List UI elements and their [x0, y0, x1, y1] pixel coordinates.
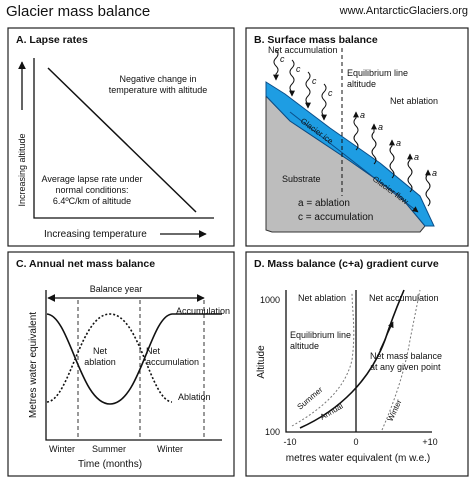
marker: a — [360, 110, 365, 120]
panel-a — [7, 27, 235, 247]
label: Net ablation — [298, 293, 346, 303]
note: Average lapse rate under — [42, 174, 143, 184]
marker: c — [280, 54, 285, 64]
label: Net mass balance — [370, 351, 442, 361]
winter-curve — [381, 289, 421, 431]
x-axis-label: Time (months) — [78, 459, 142, 470]
ablation-curve — [46, 313, 173, 403]
ablation-arrow — [371, 123, 377, 165]
x-axis-label: Increasing temperature — [44, 229, 147, 240]
source: www.AntarcticGlaciers.org — [339, 5, 468, 17]
marker: a — [378, 122, 383, 132]
marker: a — [432, 168, 437, 178]
season: Winter — [157, 444, 183, 454]
ablation-arrow — [425, 169, 431, 207]
panel-title: A. Lapse rates — [16, 34, 88, 46]
marker: a — [414, 152, 419, 162]
label: Equilibrium line — [347, 68, 408, 78]
marker: c — [312, 76, 317, 86]
axes — [33, 58, 214, 219]
ablation-arrow — [407, 153, 413, 193]
x-axis-label: metres water equivalent (m w.e.) — [286, 453, 431, 464]
y-axis-label: Metres water equivalent — [28, 312, 39, 418]
accumulation-arrow — [289, 59, 295, 97]
legend: a = ablation — [298, 198, 350, 209]
axes — [45, 290, 222, 441]
curve-label: Winter — [386, 398, 404, 423]
label: at any given point — [370, 362, 441, 372]
glacier — [265, 81, 435, 227]
panel-b — [245, 27, 469, 247]
ablation-arrow — [389, 139, 395, 179]
accumulation-arrow — [321, 83, 327, 121]
label: Ablation — [178, 392, 211, 402]
label: Net — [146, 346, 161, 356]
x-tick-label: 0 — [353, 437, 358, 447]
x-tick-label: +10 — [422, 437, 437, 447]
note: normal conditions: — [55, 185, 128, 195]
marker: c — [296, 64, 301, 74]
panel-title: C. Annual net mass balance — [16, 258, 155, 270]
label: Net accumulation — [268, 45, 338, 55]
note: 6.4ºC/km of altitude — [53, 196, 131, 206]
label: Net — [93, 346, 108, 356]
panel-d — [245, 251, 469, 477]
label: Net ablation — [390, 96, 438, 106]
flow-arrow — [289, 111, 419, 213]
y-tick-label: 1000 — [260, 295, 280, 305]
label: altitude — [347, 79, 376, 89]
accumulation-arrow — [305, 71, 311, 109]
x-tick-label: -10 — [283, 437, 296, 447]
label: Net accumulation — [369, 293, 439, 303]
note: temperature with altitude — [109, 85, 208, 95]
season: Winter — [49, 444, 75, 454]
summer-curve — [291, 291, 355, 427]
annual-curve — [299, 289, 405, 429]
axes — [285, 290, 432, 433]
label: Balance year — [90, 284, 143, 294]
panel-title: D. Mass balance (c+a) gradient curve — [254, 258, 439, 270]
legend: c = accumulation — [298, 212, 373, 223]
y-tick-label: 100 — [265, 427, 280, 437]
page-title: Glacier mass balance — [6, 3, 150, 20]
lapse-line — [47, 67, 197, 213]
label: Accumulation — [176, 306, 230, 316]
ablation-arrow — [353, 111, 359, 151]
mass-balance-arrows: c c c c a a a a a — [273, 49, 437, 207]
label: ablation — [84, 357, 116, 367]
y-axis-label: Altitude — [256, 345, 267, 379]
label: Equilibrium line — [290, 330, 351, 340]
label: Substrate — [282, 174, 321, 184]
accumulation-arrow — [273, 49, 279, 81]
label: altitude — [290, 341, 319, 351]
curve-label: Annual — [319, 401, 345, 421]
panel-title: B. Surface mass balance — [254, 34, 378, 46]
note: Negative change in — [119, 74, 196, 84]
label: accumulation — [146, 357, 199, 367]
marker: a — [396, 138, 401, 148]
season: Summer — [92, 444, 126, 454]
callout-arrow — [379, 321, 394, 351]
marker: c — [328, 88, 333, 98]
panel-c — [7, 251, 235, 477]
accumulation-curve — [46, 313, 222, 405]
y-axis-label: Increasing altitude — [17, 133, 27, 206]
